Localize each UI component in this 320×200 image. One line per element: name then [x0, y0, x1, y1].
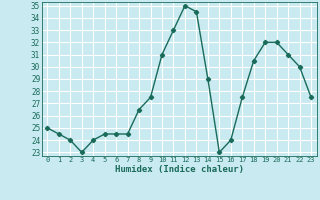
X-axis label: Humidex (Indice chaleur): Humidex (Indice chaleur): [115, 165, 244, 174]
